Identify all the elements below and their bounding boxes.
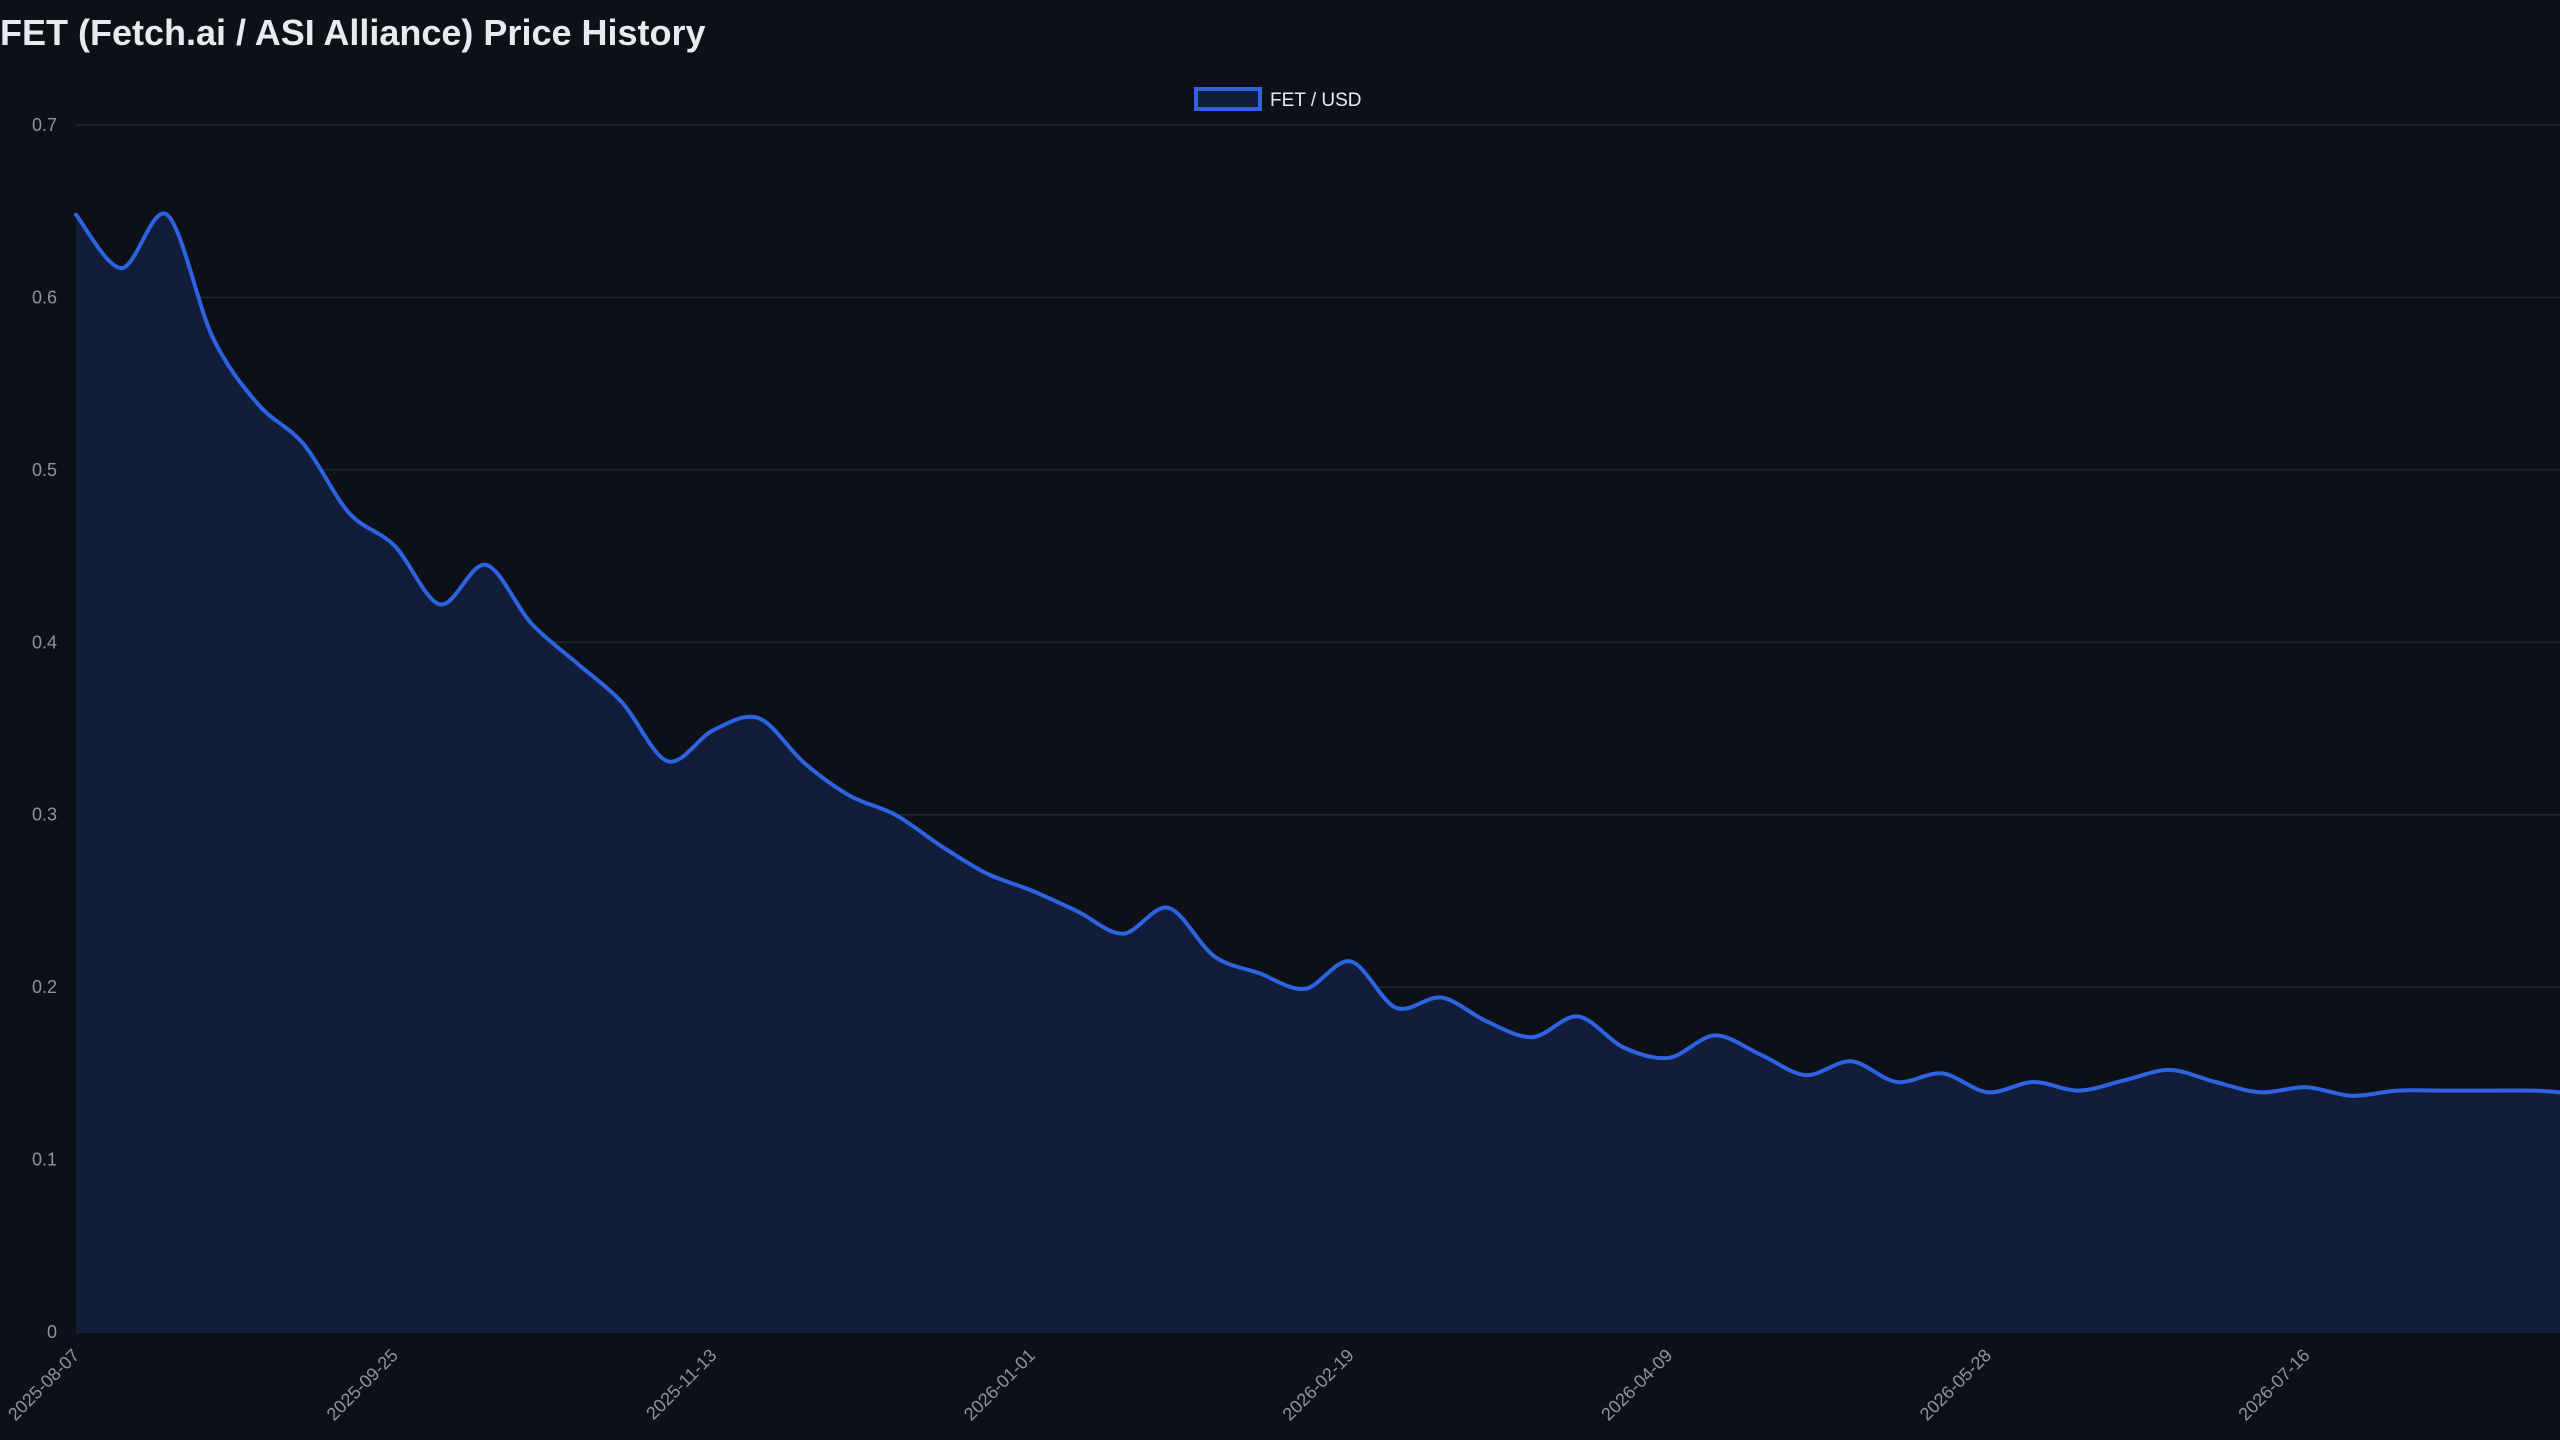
x-tick-label: 2026-04-09 — [1597, 1345, 1676, 1424]
x-tick: 2026-02-19 — [1279, 1345, 1358, 1424]
x-tick: 2025-09-25 — [323, 1345, 402, 1424]
x-tick-label: 2026-07-16 — [2234, 1345, 2313, 1424]
y-tick-label: 0.1 — [32, 1150, 57, 1170]
x-tick: 2025-11-13 — [642, 1345, 720, 1423]
x-tick: 2026-04-09 — [1597, 1345, 1676, 1424]
y-tick-label: 0.7 — [32, 115, 57, 135]
x-tick: 2026-01-01 — [960, 1345, 1039, 1424]
y-tick-label: 0.3 — [32, 805, 57, 825]
x-tick: 2026-07-16 — [2234, 1345, 2313, 1424]
x-axis-ticks: 2025-08-07 2025-09-25 2025-11-13 2026-01-01… — [4, 1345, 2314, 1424]
y-tick-label: 0.4 — [32, 632, 57, 652]
y-tick-label: 0.2 — [32, 977, 57, 997]
x-tick-label: 2025-08-07 — [4, 1345, 83, 1424]
x-tick-label: 2026-02-19 — [1279, 1345, 1358, 1424]
x-tick-label: 2026-01-01 — [960, 1345, 1039, 1424]
x-tick-label: 2026-05-28 — [1916, 1345, 1995, 1424]
y-tick-label: 0.6 — [32, 287, 57, 307]
x-tick: 2025-08-07 — [4, 1345, 83, 1424]
series-area — [76, 213, 2560, 1332]
y-tick-label: 0 — [47, 1322, 57, 1342]
x-tick-label: 2025-09-25 — [323, 1345, 402, 1424]
legend-label[interactable]: FET / USD — [1270, 90, 1362, 111]
x-tick-label: 2025-11-13 — [642, 1345, 720, 1423]
y-axis-ticks: 0 0.1 0.2 0.3 0.4 0.5 0.6 0.7 — [32, 115, 57, 1342]
x-tick: 2026-05-28 — [1916, 1345, 1995, 1424]
y-tick-label: 0.5 — [32, 460, 57, 480]
legend-swatch — [1196, 89, 1260, 109]
area-layer — [76, 213, 2560, 1332]
legend[interactable]: FET / USD — [1196, 89, 1362, 111]
